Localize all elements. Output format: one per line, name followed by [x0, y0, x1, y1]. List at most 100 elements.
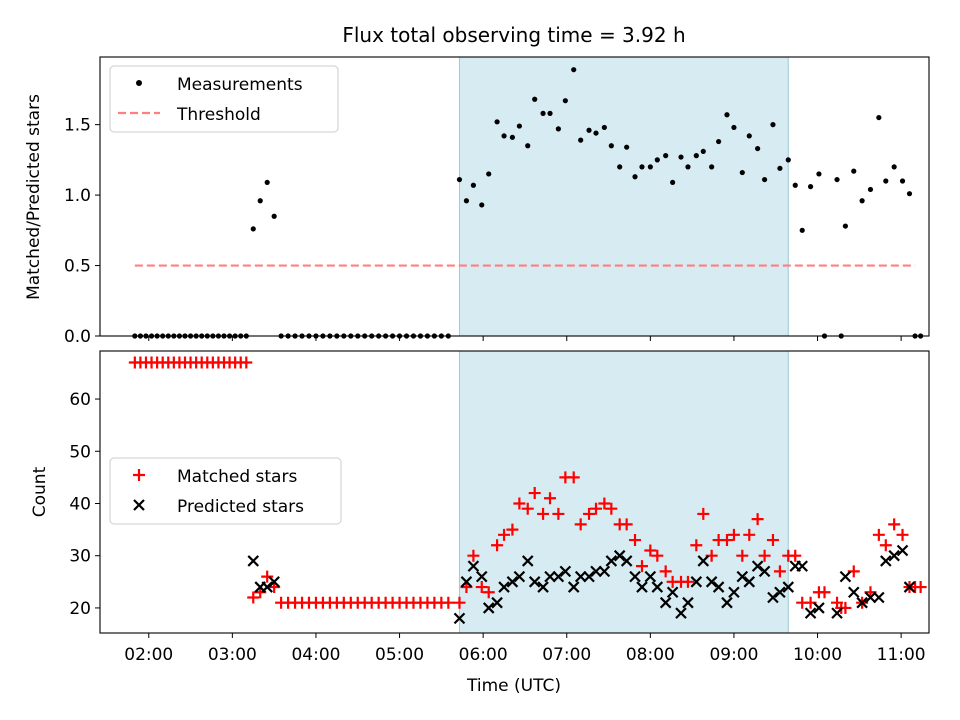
- measurement-point: [724, 112, 730, 118]
- predicted-star-point: [268, 576, 280, 588]
- matched-star-point: [482, 586, 495, 599]
- matched-star-point: [583, 507, 596, 520]
- measurement-point: [906, 191, 913, 197]
- matched-star-point: [467, 549, 480, 562]
- measurement-point: [250, 226, 256, 232]
- matched-star-point: [506, 523, 519, 536]
- top-legend: Measurements Threshold: [109, 65, 339, 133]
- measurement-point: [479, 202, 485, 208]
- bottom-y-axis-label: Count: [30, 466, 50, 517]
- x-tick-label: 04:00: [291, 645, 340, 665]
- predicted-star-point: [697, 555, 710, 567]
- measurement-point: [700, 148, 706, 155]
- predicted-star-point: [613, 549, 626, 562]
- measurement-point: [470, 182, 476, 188]
- measurement-point: [617, 164, 623, 170]
- top-axes: 0.0 0.5 1.0 1.5 Matched/Predicted stars Mea…: [24, 56, 930, 347]
- top-y-tick-label: 0.0: [64, 327, 91, 347]
- measurement-point: [746, 133, 752, 139]
- matched-star-point: [773, 565, 786, 578]
- measurement-point: [859, 198, 865, 204]
- observing-span-top: [458, 56, 789, 337]
- predicted-star-point: [873, 591, 885, 604]
- predicted-star-point: [644, 570, 657, 583]
- bottom-plot-area: [128, 356, 927, 625]
- predicted-star-point: [856, 596, 868, 609]
- predicted-star-point: [682, 596, 694, 609]
- measurement-point: [555, 126, 561, 132]
- predicted-star-point: [758, 565, 771, 578]
- measurement-point: [525, 143, 531, 149]
- predicted-star-point: [460, 576, 473, 588]
- legend-marker-measurements: [136, 80, 142, 86]
- measurement-point: [463, 198, 470, 204]
- top-y-tick-label: 1.0: [64, 186, 91, 206]
- predicted-star-point: [767, 591, 779, 604]
- predicted-star-point: [705, 576, 718, 588]
- x-tick-label: 02:00: [124, 645, 173, 665]
- measurement-point: [509, 134, 516, 140]
- bottom-y-ticks: 20 30 40 50 60: [69, 390, 100, 619]
- predicted-star-point: [583, 570, 595, 583]
- measurement-point: [876, 114, 882, 121]
- measurement-point: [532, 96, 538, 102]
- matched-star-point: [644, 544, 657, 557]
- predicted-star-point: [690, 576, 703, 588]
- matched-star-point: [620, 518, 633, 531]
- measurement-point: [755, 145, 761, 152]
- measurement-point: [761, 176, 768, 183]
- predicted-star-point: [605, 555, 618, 567]
- matched-star-point: [766, 534, 779, 547]
- x-tick-label: 05:00: [375, 645, 424, 665]
- measurement-point: [807, 184, 814, 190]
- predicted-star-point: [903, 581, 916, 593]
- predicted-star-point: [804, 607, 817, 619]
- measurement-point: [663, 153, 669, 159]
- top-legend-box: [109, 65, 339, 133]
- measurement-point: [516, 123, 522, 129]
- matched-star-point: [751, 513, 764, 526]
- predicted-star-point: [521, 555, 534, 567]
- measurement-point: [709, 164, 715, 170]
- measurement-point: [593, 130, 599, 136]
- bottom-y-tick-label: 20: [69, 599, 91, 619]
- measurement-point: [792, 182, 798, 188]
- measurement-point: [685, 164, 691, 170]
- matched-star-point: [879, 539, 892, 552]
- measurement-point: [693, 153, 699, 159]
- matched-star-point: [574, 518, 587, 531]
- matched-star-point: [513, 497, 526, 510]
- legend-label-matched: Matched stars: [177, 467, 297, 487]
- predicted-star-point: [467, 560, 480, 572]
- measurement-point: [540, 110, 546, 116]
- matched-star-point: [491, 539, 504, 552]
- measurement-point: [770, 122, 776, 128]
- bottom-y-tick-label: 30: [69, 547, 91, 567]
- predicted-star-point: [482, 602, 495, 614]
- bottom-axes-frame: [99, 350, 930, 634]
- matched-star-point: [743, 528, 756, 541]
- matched-star-point: [789, 549, 802, 562]
- top-y-tick-label: 0.5: [64, 257, 91, 277]
- x-tick-label: 09:00: [709, 645, 758, 665]
- measurement-point: [785, 157, 791, 163]
- matched-star-point: [567, 471, 580, 484]
- matched-star-point: [914, 581, 927, 594]
- measurement-point: [716, 138, 722, 145]
- x-tick-label: 11:00: [877, 645, 926, 665]
- predicted-star-point: [261, 581, 273, 593]
- bottom-y-tick-label: 40: [69, 494, 91, 514]
- predicted-star-point: [475, 570, 488, 583]
- chart-title: Flux total observing time = 3.92 h: [342, 23, 685, 47]
- predicted-star-point: [491, 596, 503, 609]
- predicted-star-point: [528, 576, 541, 588]
- matched-star-point: [240, 356, 253, 369]
- measurement-point: [624, 144, 630, 150]
- top-y-ticks: 0.0 0.5 1.0 1.5: [64, 116, 100, 347]
- predicted-star-point: [636, 581, 648, 593]
- legend-label-measurements: Measurements: [177, 75, 303, 95]
- predicted-star-point: [864, 591, 877, 604]
- predicted-star-point: [629, 570, 641, 583]
- matched-star-point: [629, 534, 642, 547]
